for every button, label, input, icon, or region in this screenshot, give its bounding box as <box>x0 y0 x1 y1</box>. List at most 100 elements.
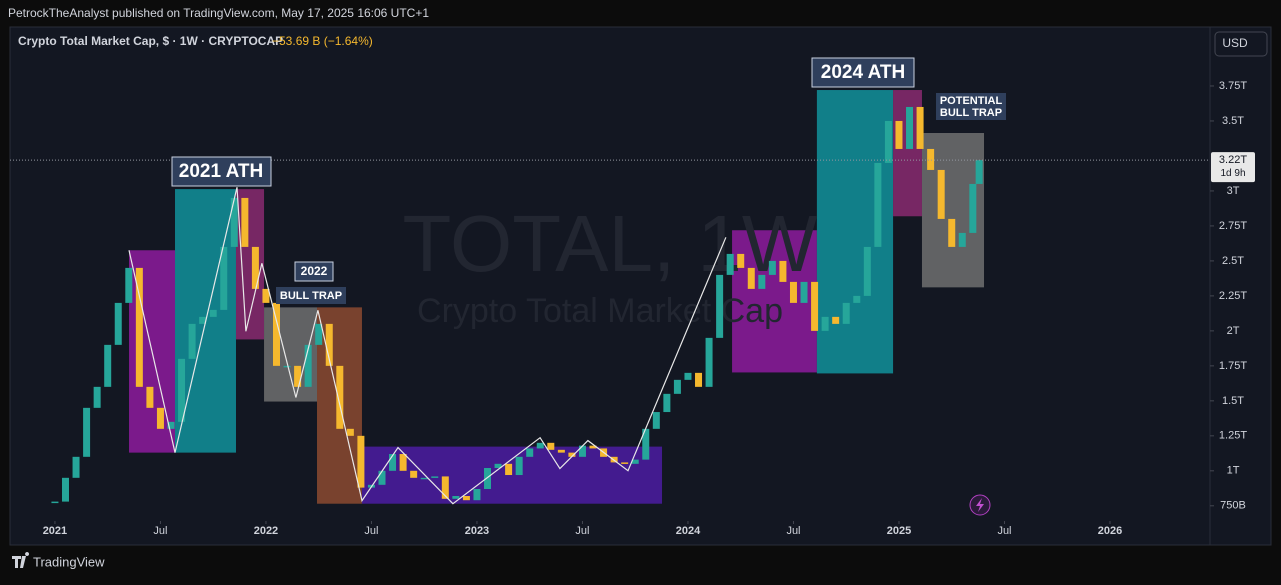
annotation-box <box>276 287 346 304</box>
candle <box>948 218 956 247</box>
candle <box>800 281 808 303</box>
y-tick-label: 2.5T <box>1222 255 1244 267</box>
candle <box>104 344 112 387</box>
x-tick-label: 2026 <box>1098 525 1122 537</box>
x-tick-label: 2024 <box>676 525 701 537</box>
candle <box>294 365 302 387</box>
candle <box>758 274 766 289</box>
candle <box>652 412 660 429</box>
candle <box>431 476 439 478</box>
candle <box>178 358 186 422</box>
candle <box>336 365 344 429</box>
candle <box>536 442 544 449</box>
candle <box>895 120 903 149</box>
candle <box>199 316 207 324</box>
candle <box>357 435 365 488</box>
x-tick-label: 2022 <box>254 525 278 537</box>
candle <box>473 489 481 501</box>
candle <box>842 302 850 324</box>
candle <box>146 386 154 408</box>
candle <box>779 260 787 282</box>
candle <box>114 302 122 345</box>
candle <box>969 183 977 233</box>
candle <box>673 379 681 394</box>
candle <box>220 246 228 310</box>
zone <box>361 446 663 504</box>
y-tick-label: 1.5T <box>1222 395 1244 407</box>
candle <box>156 407 164 429</box>
publisher: PetrockTheAnalyst published on TradingVi… <box>8 6 429 20</box>
candle <box>72 456 80 478</box>
zone <box>235 189 265 340</box>
countdown: 1d 9h <box>1220 168 1245 179</box>
y-tick-label: 2T <box>1227 325 1240 337</box>
candle <box>958 232 966 247</box>
candle <box>737 253 745 268</box>
candle <box>441 476 449 499</box>
candle <box>51 501 59 504</box>
alert-bolt <box>976 498 984 512</box>
price-label-box <box>1211 152 1255 183</box>
y-tick-label: 3.75T <box>1219 80 1247 92</box>
candle <box>188 323 196 359</box>
annotation-box <box>294 261 334 282</box>
candle <box>874 162 882 247</box>
candle <box>262 288 270 303</box>
x-tick-label: Jul <box>575 525 589 537</box>
annotation-text: BULL TRAP <box>280 290 342 302</box>
x-tick-label: Jul <box>364 525 378 537</box>
annotation-text: 2021 ATH <box>179 161 263 182</box>
annotation-2021: 2021 ATH <box>171 156 272 187</box>
watermark: TOTAL, 1W <box>403 199 818 288</box>
candle <box>557 449 565 453</box>
change: −53.69 B (−1.64%) <box>272 34 373 48</box>
candle <box>684 372 692 380</box>
candle <box>167 421 175 429</box>
y-tick-label: 3.5T <box>1222 115 1244 127</box>
annotation-box <box>811 57 915 88</box>
y-tick-label: 3T <box>1227 185 1240 197</box>
x-tick-label: Jul <box>153 525 167 537</box>
candle <box>747 267 755 289</box>
x-tick-label: 2023 <box>465 525 489 537</box>
x-tick-label: Jul <box>997 525 1011 537</box>
candle <box>663 393 671 413</box>
candle <box>315 323 323 345</box>
candle <box>452 496 460 499</box>
candle <box>789 281 797 303</box>
candle <box>462 496 470 501</box>
annotation-text: BULL TRAP <box>940 107 1002 119</box>
candle <box>821 316 829 331</box>
candle <box>399 454 407 471</box>
candle <box>241 197 249 247</box>
currency[interactable]: USD <box>1222 36 1248 50</box>
candle <box>716 274 724 338</box>
candle <box>93 386 101 408</box>
currency-button[interactable] <box>1214 31 1268 57</box>
price-label: 3.22T <box>1219 154 1247 166</box>
y-tick-label: 2.25T <box>1219 290 1247 302</box>
candle <box>83 407 91 457</box>
candle <box>135 267 143 387</box>
candle <box>811 281 819 331</box>
candle <box>621 462 629 464</box>
candle <box>937 169 945 219</box>
candle <box>927 148 935 170</box>
candle <box>705 337 713 387</box>
candle <box>283 365 291 368</box>
candle <box>884 120 892 163</box>
candle <box>975 160 983 184</box>
y-tick-label: 2.75T <box>1219 220 1247 232</box>
candle <box>642 428 650 460</box>
candle <box>61 477 69 502</box>
candle <box>410 470 418 478</box>
watermark-sub: Crypto Total Market Cap <box>417 292 783 330</box>
candle <box>726 253 734 275</box>
annotation-text: POTENTIAL <box>940 95 1003 107</box>
candle <box>209 309 217 317</box>
candle <box>695 372 703 387</box>
candle <box>863 246 871 296</box>
candle <box>346 428 354 436</box>
candle <box>832 316 840 324</box>
